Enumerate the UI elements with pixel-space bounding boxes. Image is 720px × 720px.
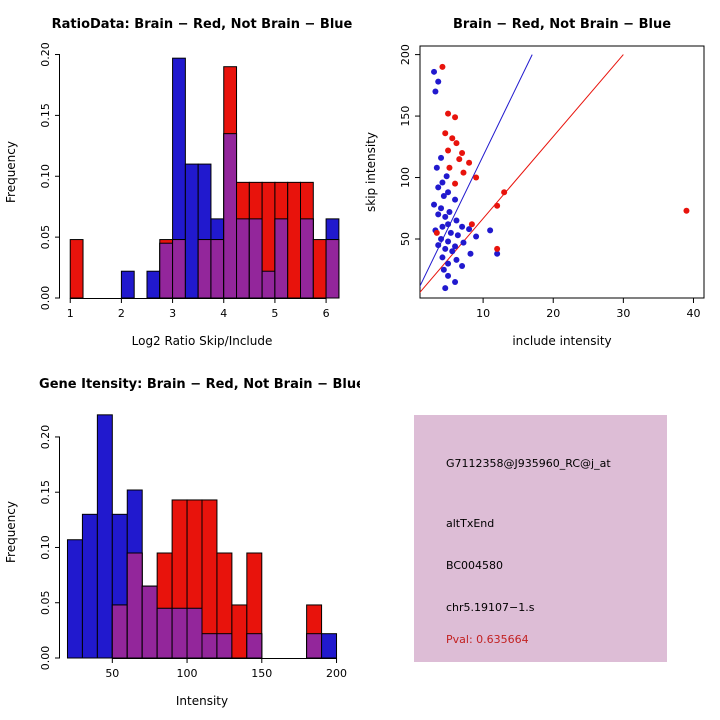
histogram-bars bbox=[69, 57, 340, 299]
svg-text:Frequency: Frequency bbox=[4, 141, 18, 203]
intensity-scatter-panel: Brain − Red, Not Brain − Blue 10 20 30 40 50 1… bbox=[364, 17, 705, 348]
svg-text:10: 10 bbox=[476, 307, 490, 320]
svg-text:100: 100 bbox=[177, 667, 198, 680]
fit-lines bbox=[420, 54, 624, 294]
svg-text:include intensity: include intensity bbox=[512, 334, 611, 348]
svg-text:6: 6 bbox=[323, 307, 330, 320]
svg-text:Gene Itensity: Brain − Red, No: Gene Itensity: Brain − Red, Not Brain − … bbox=[39, 377, 360, 392]
points-not_brain bbox=[431, 68, 501, 292]
y-axis: 50 100 150 200 bbox=[399, 44, 420, 246]
svg-text:0.20: 0.20 bbox=[39, 425, 52, 450]
svg-text:5: 5 bbox=[271, 307, 278, 320]
svg-text:100: 100 bbox=[399, 167, 412, 188]
svg-text:skip intensity: skip intensity bbox=[364, 132, 378, 212]
probe-id-text: G7112358@J935960_RC@j_at bbox=[446, 457, 611, 470]
svg-text:0.05: 0.05 bbox=[39, 590, 52, 615]
svg-text:0.05: 0.05 bbox=[39, 225, 52, 250]
svg-text:3: 3 bbox=[169, 307, 176, 320]
svg-text:4: 4 bbox=[220, 307, 227, 320]
ratio-histogram-panel: RatioData: Brain − Red, Not Brain − Blue… bbox=[4, 17, 353, 348]
accession-text: BC004580 bbox=[446, 559, 504, 572]
probe-info-cell: G7112358@J935960_RC@j_at altTxEnd BC0045… bbox=[360, 360, 720, 720]
event-type-text: altTxEnd bbox=[446, 517, 495, 530]
svg-text:50: 50 bbox=[105, 667, 119, 680]
x-axis-label: Log2 Ratio Skip/Include bbox=[132, 334, 273, 348]
svg-text:RatioData: Brain − Red, Not Br: RatioData: Brain − Red, Not Brain − Blue bbox=[52, 17, 353, 32]
y-axis-label: skip intensity bbox=[364, 132, 378, 212]
points-brain bbox=[433, 63, 690, 252]
x-axis: 10 20 30 40 bbox=[419, 45, 705, 320]
gene-intensity-histogram-panel: Gene Itensity: Brain − Red, Not Brain − … bbox=[4, 377, 360, 708]
svg-text:1: 1 bbox=[67, 307, 74, 320]
panel-title: RatioData: Brain − Red, Not Brain − Blue bbox=[52, 17, 353, 32]
panel-title: Brain − Red, Not Brain − Blue bbox=[453, 17, 671, 32]
x-axis: 1 2 3 4 5 6 bbox=[67, 298, 330, 320]
svg-text:150: 150 bbox=[399, 106, 412, 127]
x-axis-label: Intensity bbox=[176, 694, 228, 708]
svg-text:0.15: 0.15 bbox=[39, 480, 52, 505]
svg-text:Intensity: Intensity bbox=[176, 694, 228, 708]
svg-text:0.10: 0.10 bbox=[39, 164, 52, 189]
svg-text:150: 150 bbox=[251, 667, 272, 680]
svg-text:20: 20 bbox=[546, 307, 560, 320]
y-axis: 0.00 0.05 0.10 0.15 0.20 bbox=[39, 42, 60, 310]
svg-text:0.00: 0.00 bbox=[39, 646, 52, 671]
svg-text:200: 200 bbox=[399, 44, 412, 65]
svg-text:Log2 Ratio Skip/Include: Log2 Ratio Skip/Include bbox=[132, 334, 273, 348]
svg-text:Frequency: Frequency bbox=[4, 501, 18, 563]
panel-title: Gene Itensity: Brain − Red, Not Brain − … bbox=[39, 377, 360, 392]
svg-text:0.15: 0.15 bbox=[39, 103, 52, 128]
svg-text:0.20: 0.20 bbox=[39, 42, 52, 67]
y-axis-label: Frequency bbox=[4, 141, 18, 203]
locus-text: chr5.19107−1.s bbox=[446, 601, 535, 614]
y-axis: 0.00 0.05 0.10 0.15 0.20 bbox=[39, 425, 60, 671]
x-axis: 50 100 150 200 bbox=[105, 658, 347, 680]
y-axis-label: Frequency bbox=[4, 501, 18, 563]
svg-text:50: 50 bbox=[399, 232, 412, 246]
svg-text:30: 30 bbox=[616, 307, 630, 320]
x-axis-label: include intensity bbox=[512, 334, 611, 348]
pval-text: Pval: 0.635664 bbox=[446, 633, 529, 646]
probe-info-box: G7112358@J935960_RC@j_at altTxEnd BC0045… bbox=[414, 415, 667, 662]
svg-text:Brain − Red, Not Brain − Blue: Brain − Red, Not Brain − Blue bbox=[453, 17, 671, 32]
svg-text:200: 200 bbox=[326, 667, 347, 680]
svg-text:0.10: 0.10 bbox=[39, 535, 52, 560]
histogram-bars bbox=[66, 414, 338, 659]
svg-text:2: 2 bbox=[118, 307, 125, 320]
svg-text:0.00: 0.00 bbox=[39, 286, 52, 311]
svg-text:40: 40 bbox=[686, 307, 700, 320]
